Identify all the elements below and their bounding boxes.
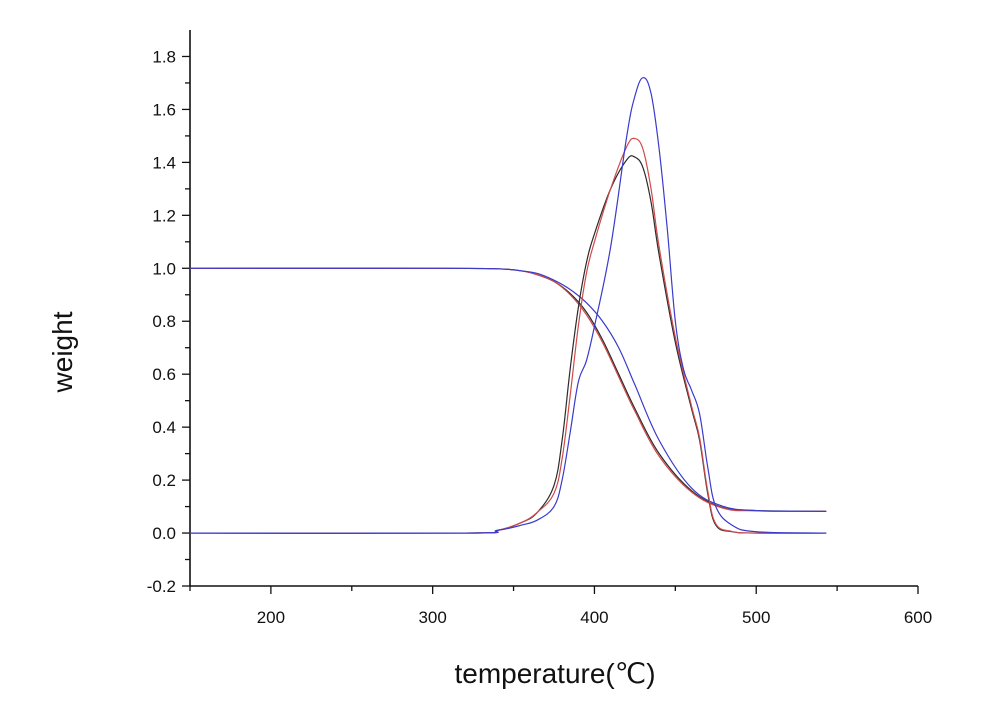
series-line-1: [189, 267, 827, 512]
y-tick-label: 0.6: [152, 365, 176, 384]
axes: [189, 30, 918, 587]
x-tick-label: 600: [904, 608, 932, 627]
y-tick-label: 1.6: [152, 100, 176, 119]
series-lines: [189, 77, 827, 534]
x-tick-label: 200: [257, 608, 285, 627]
ticks: [182, 55, 919, 594]
series-line-5: [189, 137, 827, 534]
y-tick-label: 0.8: [152, 312, 176, 331]
y-tick-label: 0.2: [152, 471, 176, 490]
series-line-2: [189, 267, 827, 512]
x-tick-label: 500: [742, 608, 770, 627]
y-tick-label: 1.2: [152, 206, 176, 225]
x-tick-label: 300: [418, 608, 446, 627]
y-tick-label: 0.0: [152, 524, 176, 543]
y-tick-label: -0.2: [147, 577, 176, 596]
x-tick-label: 400: [580, 608, 608, 627]
y-tick-label: 0.4: [152, 418, 176, 437]
tick-labels: 200 300 400 500 600 -0.2 0.0 0.2 0.4 0.6 0.8 1.0 1.2…: [147, 47, 932, 627]
y-tick-label: 1.4: [152, 153, 176, 172]
y-tick-label: 1.0: [152, 259, 176, 278]
series-line-3: [189, 267, 827, 512]
y-tick-label: 1.8: [152, 47, 176, 66]
x-axis-title: temperature(℃): [454, 658, 655, 689]
y-axis-title: weight: [47, 311, 78, 393]
series-line-4: [189, 155, 827, 534]
series-line-6: [189, 77, 827, 534]
